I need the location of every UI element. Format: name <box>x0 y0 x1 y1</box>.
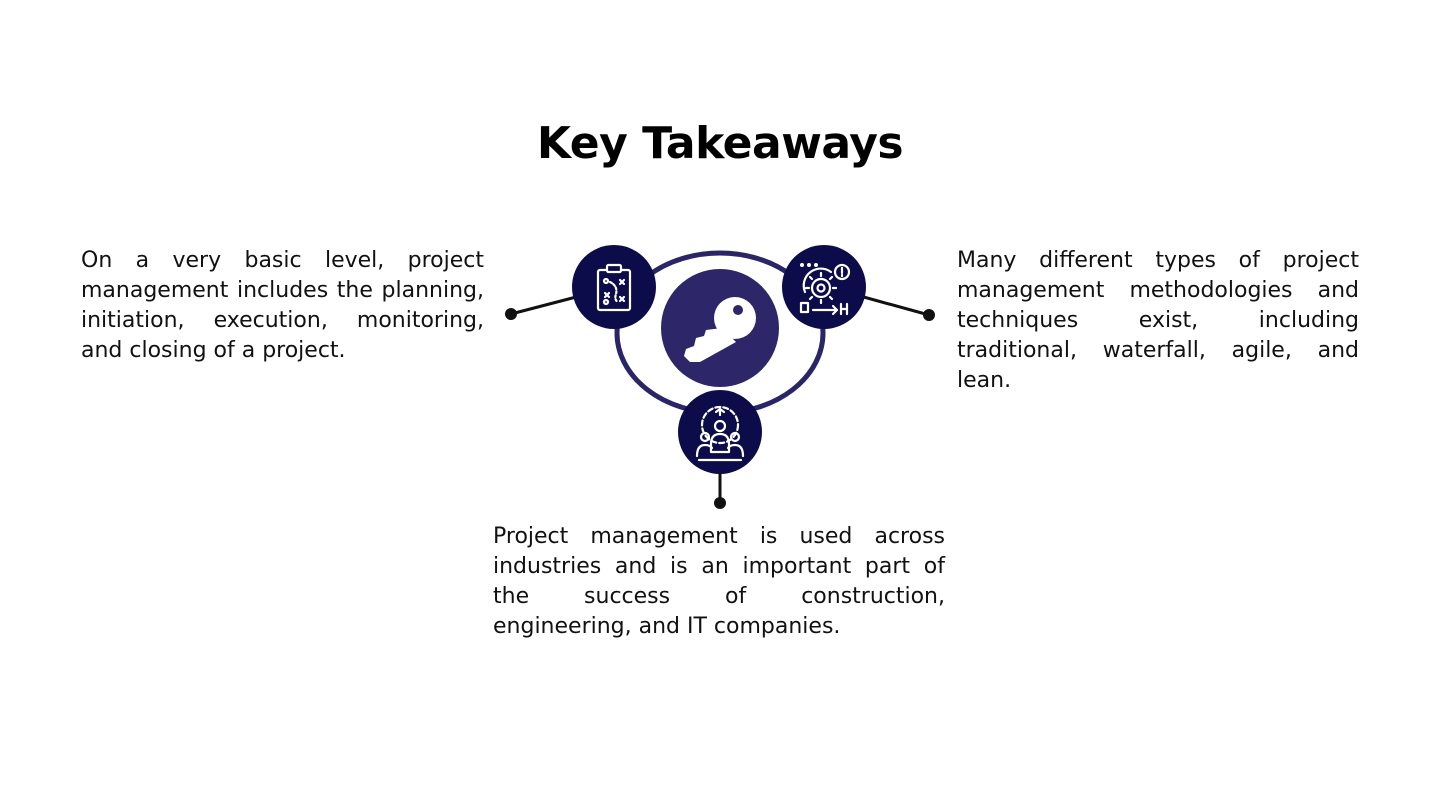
agile-process-icon <box>799 263 851 316</box>
bottom-node <box>678 390 762 474</box>
connector-left <box>510 294 581 316</box>
top-left-node <box>572 245 656 329</box>
clipboard-strategy-icon <box>596 263 632 312</box>
top-right-node <box>782 245 866 329</box>
takeaway-left-text: On a very basic level, project managemen… <box>81 248 484 363</box>
takeaway-right-text: Many different types of project manageme… <box>957 248 1359 393</box>
key-icon <box>684 297 756 362</box>
connector-left-dot <box>505 308 517 320</box>
center-hub <box>661 269 779 387</box>
page-title: Key Takeaways <box>536 118 904 169</box>
connector-right <box>859 294 930 317</box>
connectors <box>505 294 935 509</box>
connector-right-dot <box>923 309 935 321</box>
team-gear-icon <box>695 405 745 462</box>
connector-bottom-dot <box>714 497 726 509</box>
takeaway-bottom-text: Project management is used across indust… <box>493 524 945 639</box>
center-ring <box>614 250 826 416</box>
